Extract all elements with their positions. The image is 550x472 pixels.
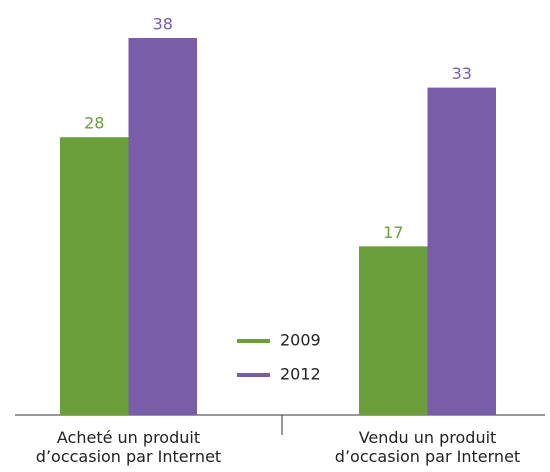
category-label: Vendu un produit d’occasion par Internet <box>334 428 521 466</box>
bar <box>427 87 496 416</box>
value-label: 17 <box>383 223 403 242</box>
category-label: Acheté un produit d’occasion par Interne… <box>35 428 222 466</box>
legend-label: 2012 <box>280 365 321 384</box>
bar <box>128 38 197 415</box>
legend-label: 2009 <box>280 331 321 350</box>
value-label: 33 <box>452 64 472 83</box>
bar <box>60 137 129 416</box>
value-label: 38 <box>153 15 173 34</box>
value-label: 28 <box>84 114 104 133</box>
bar <box>359 246 428 415</box>
